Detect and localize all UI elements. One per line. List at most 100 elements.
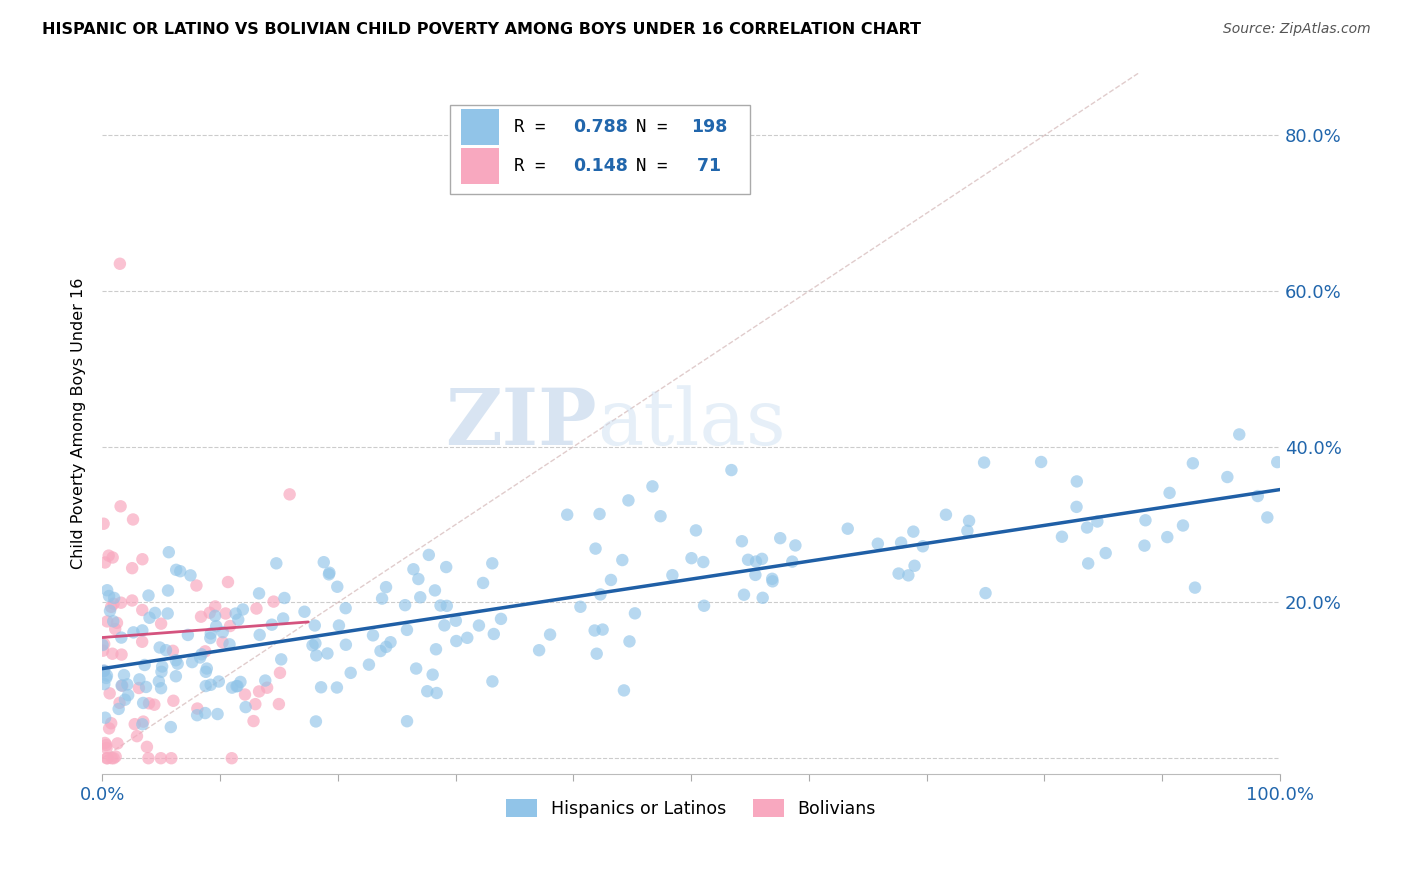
Point [1076,520,1098,534]
FancyBboxPatch shape [461,148,499,185]
Point [207,707,229,722]
Point [897,568,920,582]
Point [433,618,456,632]
Point [405,662,427,676]
Point [585,647,607,661]
Point [318,567,340,582]
Text: R =: R = [515,157,557,175]
Point [1227,427,1250,442]
Point [150,681,173,696]
Point [138,696,160,710]
Point [125,729,148,743]
Point [304,636,326,650]
Point [271,611,294,625]
Point [181,655,204,669]
Point [94,711,117,725]
Point [165,669,187,683]
Point [481,557,503,571]
Point [316,647,339,661]
Point [1181,456,1204,470]
Text: R =: R = [515,118,557,136]
Point [162,694,184,708]
Point [198,606,221,620]
Point [589,587,612,601]
Point [650,509,672,524]
Point [190,609,212,624]
Point [301,638,323,652]
Point [194,665,217,679]
Point [110,679,132,693]
Point [156,583,179,598]
Point [131,624,153,638]
Point [256,681,278,695]
Text: 0.788: 0.788 [574,118,628,136]
Point [100,599,122,614]
Point [148,674,170,689]
Point [138,589,160,603]
Point [138,751,160,765]
Point [103,591,125,605]
Point [98,722,121,736]
Point [211,635,233,649]
Point [104,622,127,636]
Point [1216,470,1239,484]
Point [200,631,222,645]
Point [217,575,239,590]
Point [472,576,495,591]
Point [135,680,157,694]
Point [751,552,773,566]
Point [375,580,398,594]
Point [194,644,217,658]
FancyBboxPatch shape [450,104,749,194]
Point [247,586,270,600]
Point [107,702,129,716]
Point [96,741,118,756]
Point [456,631,478,645]
Point [132,696,155,710]
Point [235,700,257,714]
Point [93,665,115,679]
Point [150,659,173,673]
Point [935,508,957,522]
Point [225,607,247,621]
Point [1184,581,1206,595]
Point [97,549,120,563]
Point [361,628,384,642]
Point [233,688,256,702]
Point [326,580,349,594]
Point [159,720,181,734]
Point [245,697,267,711]
Point [1156,530,1178,544]
Point [974,586,997,600]
Point [117,688,139,702]
Point [903,558,925,573]
Point [103,597,125,611]
Point [273,591,295,605]
Point [555,508,578,522]
Point [761,574,783,589]
Point [418,548,440,562]
Point [260,617,283,632]
Point [204,599,226,614]
Point [117,677,139,691]
Point [98,686,121,700]
Point [96,668,118,682]
Point [973,456,995,470]
Point [204,608,226,623]
Point [328,618,350,632]
Point [105,615,128,630]
Point [425,642,447,657]
Point [149,640,172,655]
Point [103,751,125,765]
Point [294,605,316,619]
Point [1171,518,1194,533]
Text: HISPANIC OR LATINO VS BOLIVIAN CHILD POVERTY AMONG BOYS UNDER 16 CORRELATION CHA: HISPANIC OR LATINO VS BOLIVIAN CHILD POV… [42,22,921,37]
Point [434,560,457,574]
Point [91,643,114,657]
Point [270,652,292,666]
Point [122,512,145,526]
Point [186,708,208,723]
Point [482,627,505,641]
Point [423,583,446,598]
Point [416,684,439,698]
